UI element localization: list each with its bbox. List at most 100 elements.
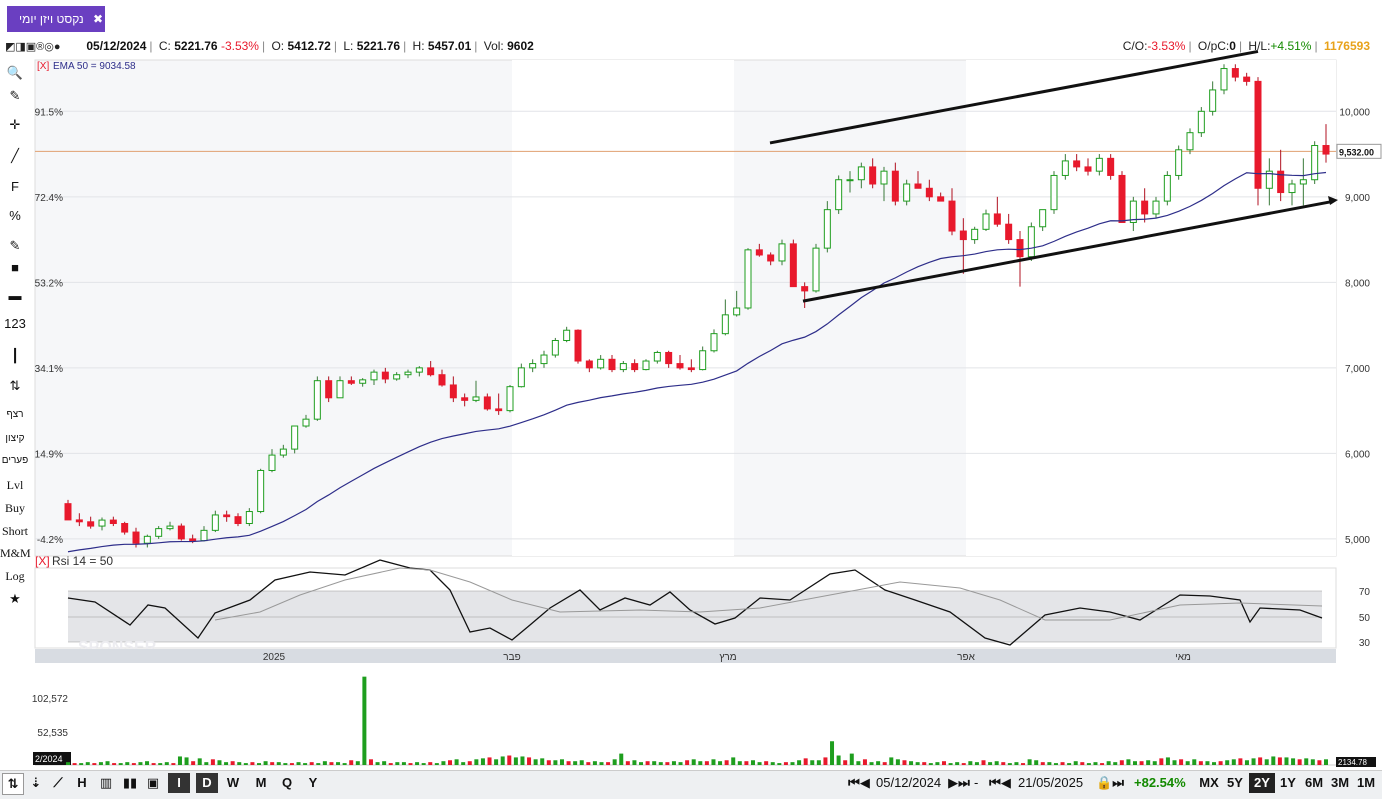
candle-type-icon[interactable]: ⇅ xyxy=(9,378,21,393)
line-width[interactable]: ▬ xyxy=(8,288,22,303)
volume-bar xyxy=(1060,762,1065,765)
volume-bar xyxy=(131,763,136,765)
line-tool-icon[interactable]: ╱ xyxy=(11,148,19,163)
candle-body xyxy=(835,179,843,211)
volume-bar xyxy=(79,763,84,765)
candle-body xyxy=(563,329,571,341)
eraser-icon[interactable]: ✎ xyxy=(9,88,21,103)
close-icon[interactable]: ✖ xyxy=(93,12,104,26)
back-end-button[interactable]: ⏮◀ xyxy=(989,775,1011,790)
candle-body xyxy=(1118,174,1126,223)
interval-M[interactable]: M xyxy=(255,775,267,790)
buy-button[interactable]: Buy xyxy=(4,501,25,515)
bottom-bar: ⇅ ⇣ ⟋ H ▥ ▮▮ ▣ I D W M Q Y ⏮◀ 05/12/2024 ▶⏭ - ⏮◀ 21/05/202… xyxy=(0,770,1382,799)
range-3M[interactable]: 3M xyxy=(1330,775,1350,790)
volume-bar xyxy=(1185,761,1190,765)
interval-Y[interactable]: Y xyxy=(308,775,318,790)
volume-left-date: 2/2024 xyxy=(35,754,63,764)
left-pct-label: 91.5% xyxy=(35,107,63,118)
candle-body xyxy=(823,209,831,249)
range-MX[interactable]: MX xyxy=(1199,775,1219,790)
save-icon[interactable]: ▣ xyxy=(146,775,160,790)
interval-I[interactable]: I xyxy=(168,773,190,793)
volume-bar xyxy=(566,761,571,765)
paarim-button[interactable]: פערים xyxy=(1,455,29,466)
volume-bar xyxy=(1225,760,1230,765)
mm-button[interactable]: M&M xyxy=(0,546,31,560)
interval-W[interactable]: W xyxy=(226,775,240,790)
volume-bar xyxy=(289,763,294,765)
price-chart[interactable]: 10,000 91.5% 9,000 72.4% 8,000 53.2% 7,000 34.1… xyxy=(0,0,1382,770)
volume-bar xyxy=(177,756,182,765)
back-start-button[interactable]: ⏮◀ xyxy=(848,775,870,790)
range-2Y[interactable]: 2Y xyxy=(1249,773,1275,793)
volume-bar xyxy=(1034,760,1039,765)
color-swatch[interactable]: ■ xyxy=(11,260,19,275)
candle-body xyxy=(336,380,344,399)
candle-body xyxy=(1186,132,1194,151)
volume-bar xyxy=(1001,762,1006,765)
range-5Y[interactable]: 5Y xyxy=(1227,775,1243,790)
ema-close-button[interactable]: [X] xyxy=(37,61,49,72)
range-1Y[interactable]: 1Y xyxy=(1280,775,1296,790)
volume-bar xyxy=(862,759,867,765)
range-6M[interactable]: 6M xyxy=(1304,775,1324,790)
line-toggle[interactable]: ⟋ xyxy=(53,775,63,790)
search-icon[interactable]: 🔍 xyxy=(6,65,24,80)
forward-button[interactable]: ▶⏭ xyxy=(948,775,970,790)
percent-tool[interactable]: % xyxy=(9,208,21,223)
volume-bar xyxy=(309,762,314,765)
color-toggle[interactable]: ▮▮ xyxy=(122,775,138,790)
volume-bar xyxy=(810,760,815,765)
candle-body xyxy=(279,448,287,456)
candle-body xyxy=(381,371,389,380)
rsi-close-button[interactable]: [X] xyxy=(35,554,50,568)
candle-body xyxy=(449,384,457,399)
kitzon-button[interactable]: קיצון xyxy=(5,433,25,444)
volume-bar xyxy=(467,761,472,765)
volume-bar xyxy=(816,760,821,765)
candle-body xyxy=(665,351,673,365)
number-tool[interactable]: 123 xyxy=(4,316,26,331)
vertical-line-tool[interactable]: ┃ xyxy=(11,348,19,363)
month-band xyxy=(512,60,734,556)
interval-Q[interactable]: Q xyxy=(281,775,293,790)
volume-bar xyxy=(823,757,828,765)
crosshair-icon[interactable]: ✛ xyxy=(9,117,21,132)
volume-bar xyxy=(625,761,630,765)
start-date[interactable]: 05/12/2024 xyxy=(876,775,942,790)
month-label: אפר xyxy=(957,652,975,663)
candle-body xyxy=(268,454,276,471)
volume-bar xyxy=(112,763,117,765)
volume-bar xyxy=(250,762,255,765)
end-date[interactable]: 21/05/2025 xyxy=(1018,775,1084,790)
volume-bar xyxy=(869,762,874,765)
candle-body xyxy=(347,380,355,384)
candle-body xyxy=(155,528,163,537)
rsi-line xyxy=(67,559,1323,646)
toolbar-icons[interactable]: ◩◨▣®◎● xyxy=(5,41,61,53)
candle-body xyxy=(1197,110,1205,134)
volume-bar xyxy=(803,758,808,765)
volume-bar xyxy=(1139,761,1144,765)
rezef-button[interactable]: רצף xyxy=(6,409,24,420)
range-1M[interactable]: 1M xyxy=(1356,775,1376,790)
month-label: מאי xyxy=(1175,652,1191,663)
volume-bar xyxy=(546,760,551,765)
log-button[interactable]: Log xyxy=(5,569,25,583)
volume-bar xyxy=(125,762,130,765)
star-icon[interactable]: ★ xyxy=(9,591,21,606)
candle-body xyxy=(1163,174,1171,202)
interval-D[interactable]: D xyxy=(196,773,218,793)
ohlc-toggle[interactable]: ▥ xyxy=(99,775,113,790)
bar-toggle[interactable]: ⇣ xyxy=(30,775,42,790)
pencil-icon[interactable]: ✎ xyxy=(9,238,21,253)
chart-tab[interactable]: נקסט ויזן יומי ✖ xyxy=(7,6,105,32)
short-button[interactable]: Short xyxy=(1,524,28,538)
lvl-button[interactable]: Lvl xyxy=(6,478,24,492)
fibonacci-tool[interactable]: F xyxy=(11,179,19,194)
hlc-toggle[interactable]: H xyxy=(77,775,87,790)
volume-bar xyxy=(797,760,802,765)
lock-forward-button[interactable]: 🔒⏭ xyxy=(1096,775,1124,790)
candle-toggle[interactable]: ⇅ xyxy=(2,773,24,795)
